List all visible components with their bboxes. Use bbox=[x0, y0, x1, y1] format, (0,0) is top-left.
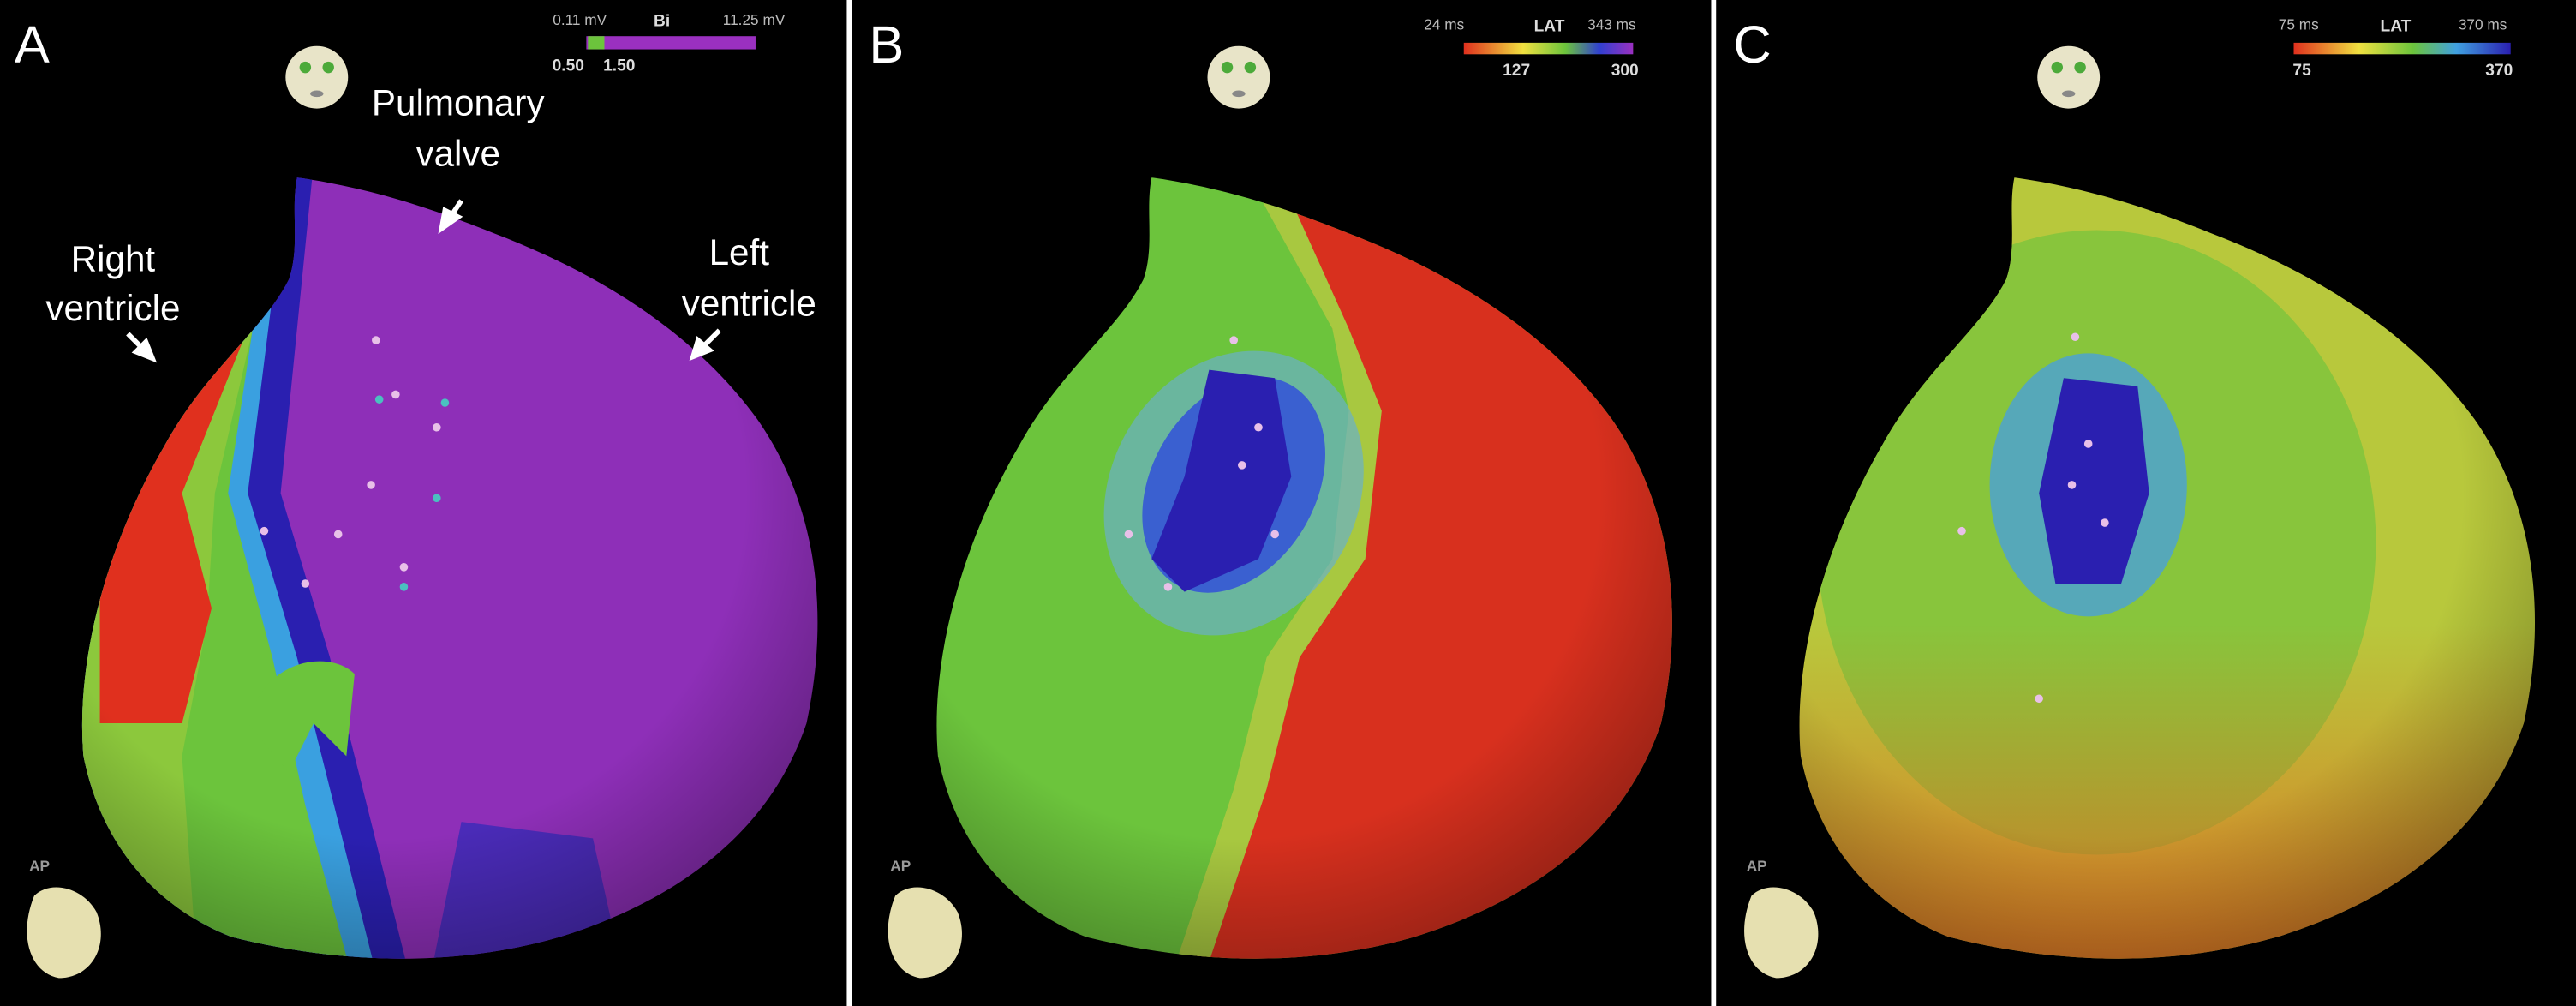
legend-low: 75 bbox=[2292, 62, 2311, 80]
orientation-b: AP bbox=[888, 858, 962, 979]
legend-max: 343 ms bbox=[1587, 16, 1636, 33]
annotation: ventricle bbox=[45, 288, 180, 328]
panel-c: C 75 ms LAT 370 ms 75 370 bbox=[1733, 15, 2536, 959]
legend-max: 370 ms bbox=[2459, 16, 2507, 33]
annotation: ventricle bbox=[682, 283, 816, 323]
view-label: AP bbox=[890, 858, 911, 875]
annotation: Right bbox=[71, 239, 156, 279]
face-icon bbox=[2037, 45, 2101, 109]
panel-label: C bbox=[1733, 15, 1771, 75]
legend-min: 75 ms bbox=[2279, 16, 2319, 33]
annotation: Pulmonary bbox=[372, 82, 546, 123]
orientation-c: AP bbox=[1744, 858, 1819, 979]
panel-label: B bbox=[869, 15, 904, 75]
annotation: valve bbox=[416, 134, 500, 174]
sample-points bbox=[1124, 336, 1279, 591]
legend-max: 11.25 mV bbox=[723, 11, 786, 28]
view-label: AP bbox=[1747, 858, 1767, 875]
panel-a: A 0.11 mV Bi 11.25 mV 0.50 1.50 Pulmonar… bbox=[15, 11, 818, 959]
color-legend: 75 ms LAT 370 ms 75 370 bbox=[2279, 16, 2513, 81]
annotation: Left bbox=[709, 232, 770, 272]
legend-title: LAT bbox=[2381, 17, 2412, 35]
sample-points bbox=[260, 336, 450, 591]
color-legend: 24 ms LAT 343 ms 127 300 bbox=[1424, 16, 1639, 81]
arrows bbox=[126, 199, 721, 363]
legend-min: 0.11 mV bbox=[553, 11, 607, 28]
legend-low: 0.50 bbox=[553, 57, 584, 75]
activation-map bbox=[936, 177, 1672, 959]
color-legend: 0.11 mV Bi 11.25 mV 0.50 1.50 bbox=[553, 11, 786, 75]
face-icon bbox=[285, 45, 349, 109]
view-label: AP bbox=[29, 858, 50, 875]
legend-high: 1.50 bbox=[603, 57, 635, 75]
sample-points bbox=[1957, 332, 2109, 704]
orientation-a: AP bbox=[27, 858, 101, 979]
legend-low: 127 bbox=[1503, 62, 1530, 80]
legend-min: 24 ms bbox=[1424, 16, 1464, 33]
activation-map bbox=[1799, 177, 2536, 959]
panel-b: B 24 ms LAT 343 ms 127 300 bbox=[869, 15, 1672, 959]
legend-high: 370 bbox=[2485, 62, 2513, 80]
panel-label: A bbox=[15, 15, 50, 75]
face-icon bbox=[1207, 45, 1270, 109]
legend-title: Bi bbox=[654, 13, 670, 31]
legend-high: 300 bbox=[1611, 62, 1639, 80]
legend-title: LAT bbox=[1534, 17, 1565, 35]
